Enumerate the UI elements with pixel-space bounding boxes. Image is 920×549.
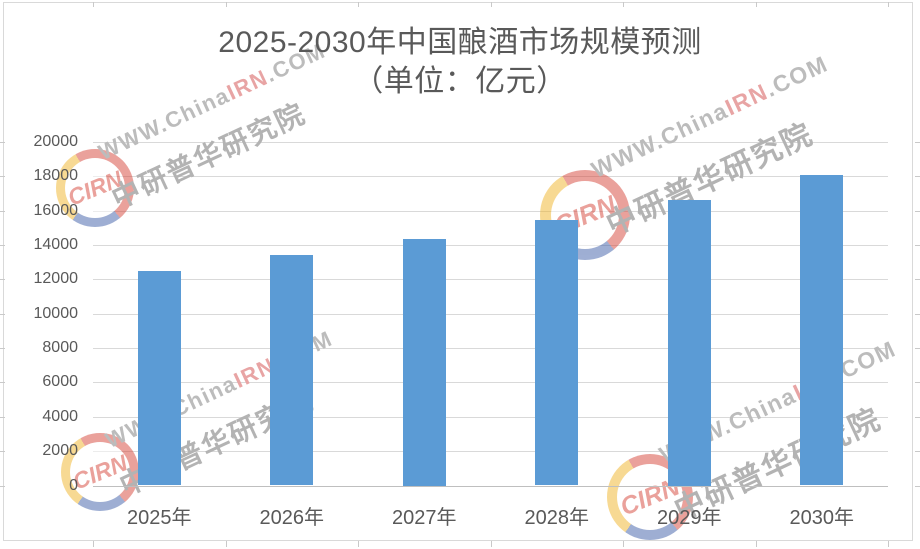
frame-tick-top <box>755 2 757 7</box>
gridline-18000 <box>93 176 888 178</box>
x-axis-label-2029年: 2029年 <box>657 507 722 529</box>
gridline-20000 <box>93 142 888 143</box>
x-axis-label-2026年: 2026年 <box>259 507 325 529</box>
y-axis-tick-label: 20000 <box>33 133 79 150</box>
frame-tick-right <box>915 416 920 418</box>
y-axis-tick-label: 4000 <box>42 407 78 425</box>
frame-tick-top <box>888 2 889 7</box>
frame-tick-bottom <box>888 541 889 547</box>
frame-tick-right <box>915 313 920 315</box>
y-axis-tick-label: 0 <box>69 476 78 494</box>
frame-tick-right <box>915 245 920 247</box>
frame-tick-left <box>0 348 5 350</box>
gridline-12000 <box>93 279 888 281</box>
x-axis-line <box>93 485 888 487</box>
cirn-logo-icon: CIRN <box>61 433 139 511</box>
frame-tick-right <box>915 348 920 350</box>
y-axis-tick-label: 18000 <box>33 167 79 185</box>
chart-subtitle: （单位：亿元） <box>353 65 567 98</box>
frame-tick-left <box>0 176 5 178</box>
cirn-logo-inner <box>70 442 130 502</box>
frame-tick-top <box>225 2 227 7</box>
frame-tick-top <box>93 2 94 7</box>
frame-tick-left <box>0 382 5 384</box>
bar-2026年 <box>270 255 314 486</box>
bar-2028年 <box>535 220 579 486</box>
frame-tick-left <box>0 245 5 247</box>
gridline-16000 <box>93 210 888 212</box>
bar-2029年 <box>667 199 711 486</box>
frame-tick-right <box>915 279 920 281</box>
y-axis-tick-label: 8000 <box>42 339 78 357</box>
frame-tick-right <box>915 142 920 143</box>
bar-2030年 <box>800 174 844 486</box>
frame-tick-bottom <box>490 541 492 547</box>
frame-tick-top <box>490 2 492 7</box>
gridline-14000 <box>93 245 888 247</box>
x-axis-label-2030年: 2030年 <box>789 507 855 529</box>
frame-tick-right <box>915 176 920 178</box>
frame-tick-bottom <box>225 541 227 547</box>
x-axis-label-2028年: 2028年 <box>524 507 590 529</box>
frame-tick-left <box>0 313 5 315</box>
x-axis-label-2027年: 2027年 <box>392 507 457 529</box>
chart-frame <box>3 2 913 541</box>
gridline-10000 <box>93 313 888 315</box>
frame-tick-left <box>0 142 5 143</box>
y-axis-tick-label: 6000 <box>42 373 78 391</box>
y-axis-tick-label: 10000 <box>33 304 79 322</box>
y-axis-tick-label: 16000 <box>33 201 79 219</box>
frame-tick-left <box>0 451 5 453</box>
y-axis-tick-label: 2000 <box>42 442 78 460</box>
cirn-logo-icon: CIRN <box>56 149 134 227</box>
gridline-2000 <box>93 451 888 453</box>
frame-tick-right <box>915 485 920 487</box>
frame-tick-top <box>358 2 359 7</box>
frame-tick-bottom <box>755 541 757 547</box>
frame-tick-left <box>0 485 5 487</box>
y-axis-tick-label: 14000 <box>33 236 79 254</box>
cirn-logo-inner <box>65 158 125 218</box>
bar-2025年 <box>137 270 181 486</box>
y-axis-tick-label: 12000 <box>33 270 79 288</box>
gridline-8000 <box>93 348 888 350</box>
gridline-4000 <box>93 416 888 418</box>
frame-tick-top <box>623 2 624 7</box>
frame-tick-left <box>0 279 5 281</box>
frame-tick-bottom <box>623 541 624 547</box>
x-axis-label-2025年: 2025年 <box>127 507 192 529</box>
frame-tick-right <box>915 382 920 384</box>
bar-2027年 <box>402 239 446 486</box>
frame-tick-right <box>915 210 920 212</box>
frame-tick-bottom <box>358 541 359 547</box>
frame-tick-right <box>915 451 920 453</box>
chart-title: 2025-2030年中国酿酒市场规模预测 <box>218 26 702 59</box>
frame-tick-left <box>0 210 5 212</box>
frame-tick-bottom <box>93 541 94 547</box>
frame-tick-left <box>0 416 5 418</box>
gridline-6000 <box>93 382 888 384</box>
